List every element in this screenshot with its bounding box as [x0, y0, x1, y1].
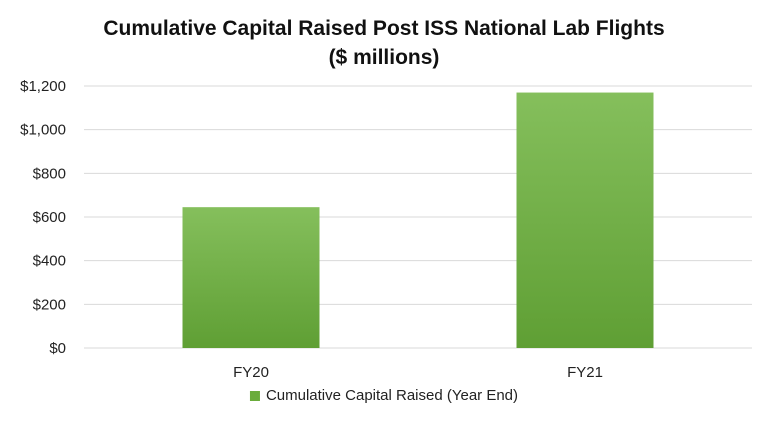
legend-label: Cumulative Capital Raised (Year End) [266, 387, 518, 404]
y-tick-label: $0 [49, 340, 66, 357]
chart-subtitle: ($ millions) [328, 46, 440, 69]
legend: Cumulative Capital Raised (Year End) [249, 387, 518, 404]
x-tick-label: FY21 [567, 364, 603, 381]
legend-swatch [249, 391, 260, 401]
x-tick-label: FY20 [233, 364, 269, 381]
bar-fy21 [516, 92, 654, 348]
y-tick-label: $1,000 [20, 122, 66, 139]
chart-title: Cumulative Capital Raised Post ISS Natio… [103, 17, 665, 40]
y-tick-label: $400 [33, 253, 66, 270]
y-tick-label: $600 [33, 209, 66, 226]
y-tick-label: $200 [33, 296, 66, 313]
bars [182, 92, 654, 348]
x-axis-ticks: FY20 FY21 [233, 364, 603, 381]
y-tick-label: $800 [33, 165, 66, 182]
y-tick-label: $1,200 [20, 78, 66, 95]
chart-title-block: Cumulative Capital Raised Post ISS Natio… [0, 14, 768, 72]
y-axis-ticks: $0 $200 $400 $600 $800 $1,000 $1,200 [20, 78, 66, 357]
bar-fy20 [182, 207, 320, 348]
